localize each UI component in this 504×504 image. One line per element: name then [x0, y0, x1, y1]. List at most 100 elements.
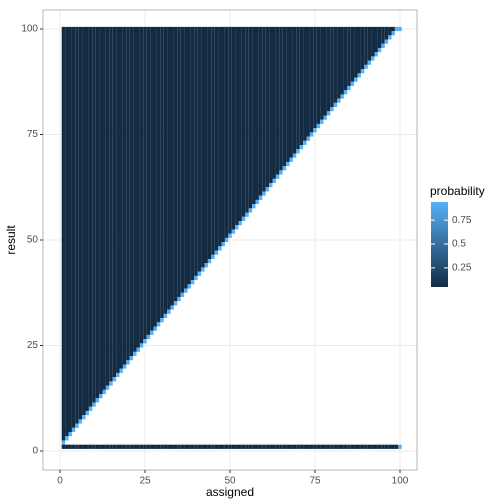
diagonal-tile — [347, 85, 351, 91]
floor-tile — [371, 444, 375, 449]
upper-tile — [248, 26, 253, 209]
floor-tile — [326, 444, 331, 449]
upper-tile — [313, 26, 317, 129]
upper-tile — [391, 26, 395, 32]
upper-tile — [303, 26, 307, 141]
floor-tile — [252, 444, 256, 449]
upper-tile — [61, 26, 66, 441]
floor-tile — [211, 444, 215, 449]
upper-tile — [150, 26, 154, 331]
floor-tile — [279, 444, 283, 449]
upper-tile — [92, 26, 96, 403]
diagonal-tile — [71, 427, 76, 433]
floor-tile — [286, 444, 290, 449]
diagonal-tile — [109, 381, 113, 386]
diagonal-tile — [119, 368, 123, 373]
upper-tile — [235, 26, 239, 226]
floor-tile — [320, 444, 324, 449]
floor-tile — [61, 444, 66, 449]
y-axis-title: result — [4, 225, 18, 255]
diagonal-tile — [153, 326, 157, 331]
floor-tile — [343, 444, 348, 449]
floor-tile — [289, 444, 293, 449]
floor-tile — [248, 444, 253, 449]
upper-tile — [211, 26, 215, 255]
floor-tile — [95, 444, 100, 449]
diagonal-tile — [92, 402, 96, 407]
legend-title: probability — [430, 184, 485, 198]
diagonal-tile — [99, 394, 103, 399]
upper-tile — [139, 26, 144, 344]
floor-tile — [78, 444, 83, 449]
diagonal-tile — [136, 347, 140, 352]
diagonal-tile — [146, 334, 151, 340]
colorbar-label: 0.75 — [452, 215, 472, 226]
upper-tile — [68, 26, 72, 433]
floor-tile — [357, 444, 361, 449]
upper-tile — [384, 26, 389, 40]
floor-tile — [163, 444, 168, 449]
upper-tile — [190, 26, 195, 281]
diagonal-tile — [398, 26, 402, 32]
floor-tile — [201, 444, 205, 449]
upper-tile — [228, 26, 232, 234]
diagonal-tile — [116, 372, 120, 378]
floor-tile — [102, 444, 106, 449]
upper-tile — [153, 26, 157, 327]
upper-tile — [241, 26, 246, 217]
diagonal-tile — [350, 81, 355, 86]
diagonal-tile — [381, 43, 385, 48]
upper-tile — [109, 26, 113, 382]
upper-tile — [173, 26, 178, 302]
floor-tile — [394, 444, 399, 449]
upper-tile — [197, 26, 202, 272]
diagonal-tile — [65, 436, 69, 441]
diagonal-tile — [190, 280, 195, 285]
upper-tile — [136, 26, 140, 348]
diagonal-tile — [384, 39, 389, 44]
diagonal-tile — [160, 318, 164, 323]
floor-tile — [119, 444, 123, 449]
upper-tile — [269, 26, 273, 184]
floor-tile — [156, 444, 161, 449]
upper-tile — [194, 26, 198, 276]
floor-tile — [177, 444, 181, 449]
floor-tile — [265, 444, 270, 449]
diagonal-tile — [224, 237, 229, 243]
floor-tile — [112, 444, 117, 449]
diagonal-tile — [391, 31, 395, 36]
diagonal-tile — [296, 149, 300, 154]
floor-tile — [323, 444, 327, 449]
floor-tile — [360, 444, 365, 449]
floor-tile — [150, 444, 154, 449]
floor-tile — [187, 444, 191, 449]
diagonal-tile — [286, 161, 290, 167]
upper-tile — [299, 26, 304, 146]
diagonal-tile — [143, 339, 147, 344]
floor-tile — [398, 444, 402, 449]
diagonal-tile — [214, 250, 219, 255]
diagonal-tile — [340, 94, 344, 99]
diagonal-tile — [255, 199, 259, 205]
upper-tile — [88, 26, 93, 407]
diagonal-tile — [357, 73, 361, 78]
upper-tile — [122, 26, 127, 365]
diagonal-tile — [88, 406, 93, 411]
diagonal-tile — [258, 195, 263, 200]
floor-tile — [228, 444, 232, 449]
floor-tile — [146, 444, 151, 449]
upper-tile — [343, 26, 348, 91]
diagonal-tile — [126, 360, 130, 365]
upper-tile — [146, 26, 151, 335]
upper-tile — [95, 26, 100, 399]
floor-tile — [88, 444, 93, 449]
upper-tile — [75, 26, 79, 424]
diagonal-tile — [228, 233, 232, 238]
upper-tile — [177, 26, 181, 297]
floor-tile — [71, 444, 76, 449]
upper-tile — [316, 26, 321, 124]
floor-tile — [364, 444, 368, 449]
upper-tile — [272, 26, 276, 179]
floor-tile — [122, 444, 127, 449]
